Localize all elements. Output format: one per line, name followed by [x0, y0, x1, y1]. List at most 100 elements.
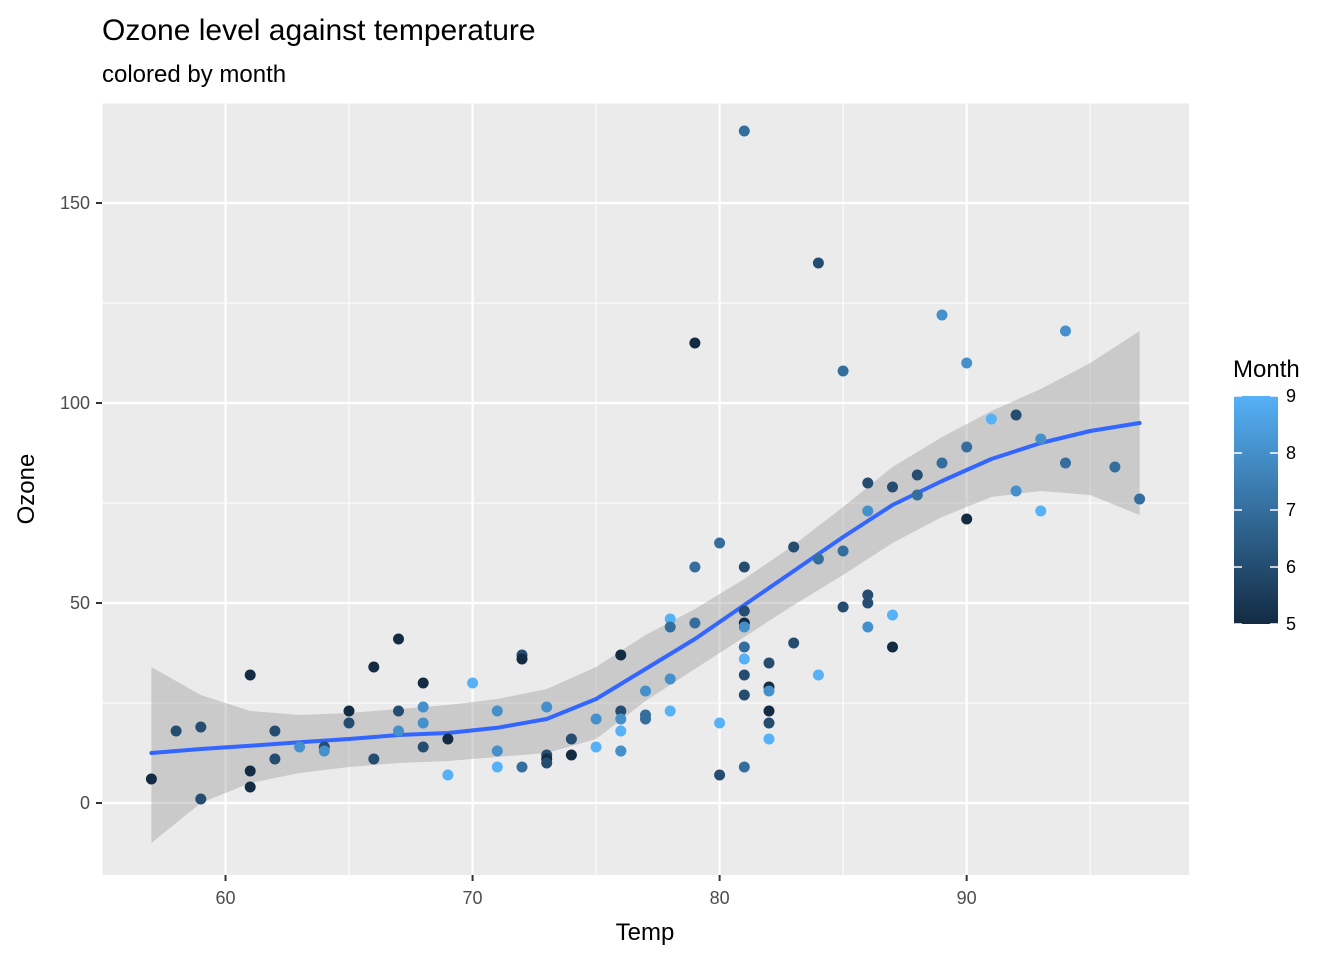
- plot-panel: [102, 103, 1189, 875]
- data-point: [269, 725, 281, 737]
- data-point: [615, 705, 627, 717]
- data-point: [417, 701, 429, 713]
- data-point: [738, 561, 750, 573]
- x-axis: 60 70 80 90: [216, 875, 977, 908]
- data-point: [714, 717, 726, 729]
- y-tick-label: 100: [60, 393, 90, 413]
- y-tick-label: 50: [70, 593, 90, 613]
- data-point: [812, 669, 824, 681]
- data-point: [145, 773, 157, 785]
- data-point: [1035, 433, 1047, 445]
- data-point: [862, 505, 874, 517]
- data-point: [541, 757, 553, 769]
- data-point: [664, 613, 676, 625]
- data-point: [417, 717, 429, 729]
- data-point: [467, 677, 479, 689]
- data-point: [862, 621, 874, 633]
- data-point: [936, 457, 948, 469]
- data-point: [343, 717, 355, 729]
- data-point: [862, 477, 874, 489]
- data-points: [145, 125, 1146, 805]
- data-point: [837, 365, 849, 377]
- data-point: [565, 749, 577, 761]
- data-point: [911, 469, 923, 481]
- data-point: [911, 489, 923, 501]
- data-point: [590, 741, 602, 753]
- x-tick-label: 90: [957, 888, 977, 908]
- data-point: [1134, 493, 1146, 505]
- y-axis: 0 50 100 150: [60, 193, 102, 813]
- legend-tick-label: 9: [1286, 386, 1296, 406]
- data-point: [738, 125, 750, 137]
- data-point: [417, 741, 429, 753]
- legend-tick-label: 5: [1286, 614, 1296, 634]
- smooth-line: [149, 421, 1142, 755]
- data-point: [788, 541, 800, 553]
- data-point: [244, 781, 256, 793]
- data-point: [565, 733, 577, 745]
- data-point: [368, 661, 380, 673]
- data-point: [170, 725, 182, 737]
- legend-tick-label: 6: [1286, 557, 1296, 577]
- data-point: [442, 733, 454, 745]
- data-point: [763, 657, 775, 669]
- data-point: [985, 413, 997, 425]
- data-point: [318, 745, 330, 757]
- legend: Month 5 6 7 8 9: [1233, 356, 1300, 634]
- data-point: [590, 713, 602, 725]
- minor-gridlines: [101, 102, 1189, 875]
- data-point: [837, 601, 849, 613]
- data-point: [615, 725, 627, 737]
- data-point: [244, 765, 256, 777]
- data-point: [640, 685, 651, 697]
- y-tick-label: 150: [60, 193, 90, 213]
- data-point: [640, 713, 651, 725]
- data-point: [738, 621, 750, 633]
- data-point: [738, 605, 750, 617]
- data-point: [862, 597, 874, 609]
- data-point: [1035, 505, 1047, 517]
- chart-subtitle: colored by month: [102, 61, 286, 88]
- data-point: [763, 705, 775, 717]
- data-point: [812, 553, 824, 565]
- data-point: [714, 537, 726, 549]
- data-point: [1010, 409, 1022, 421]
- legend-tick-label: 8: [1286, 443, 1296, 463]
- data-point: [393, 705, 404, 717]
- data-point: [1109, 461, 1121, 473]
- data-point: [738, 761, 750, 773]
- legend-title: Month: [1233, 356, 1300, 383]
- y-axis-title: Ozone: [13, 454, 40, 525]
- x-tick-label: 80: [710, 888, 730, 908]
- data-point: [862, 589, 874, 601]
- data-point: [491, 761, 503, 773]
- data-point: [887, 481, 898, 493]
- data-point: [837, 545, 849, 557]
- data-point: [936, 309, 948, 321]
- data-point: [269, 753, 281, 765]
- chart-title: Ozone level against temperature: [102, 14, 536, 47]
- data-point: [195, 793, 207, 805]
- data-point: [788, 637, 800, 649]
- data-point: [961, 513, 973, 525]
- data-point: [763, 717, 775, 729]
- data-point: [343, 705, 355, 717]
- data-point: [615, 649, 627, 661]
- data-point: [541, 701, 553, 713]
- data-point: [294, 741, 306, 753]
- x-axis-title: Temp: [616, 919, 675, 946]
- data-point: [1010, 485, 1022, 497]
- data-point: [1060, 457, 1071, 469]
- data-point: [368, 753, 380, 765]
- legend-tick-label: 7: [1286, 500, 1296, 520]
- data-point: [714, 769, 726, 781]
- data-point: [664, 705, 676, 717]
- data-point: [887, 641, 898, 653]
- data-point: [417, 677, 429, 689]
- data-point: [763, 685, 775, 697]
- data-point: [887, 609, 898, 621]
- x-tick-label: 60: [216, 888, 236, 908]
- data-point: [689, 561, 701, 573]
- data-point: [442, 769, 454, 781]
